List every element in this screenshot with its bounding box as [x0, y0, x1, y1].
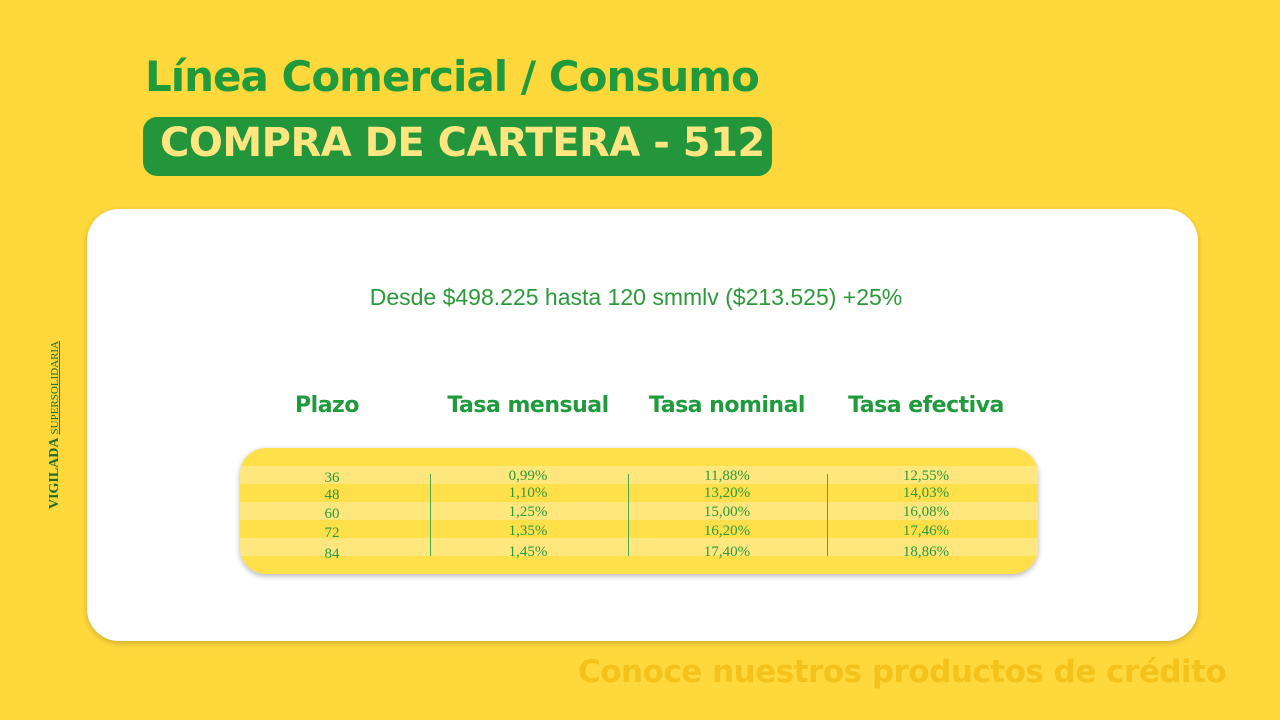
table-cell: 48 — [324, 487, 340, 503]
table-cell: 0,99% — [508, 468, 548, 484]
column-separator — [430, 474, 431, 556]
table-cell: 1,45% — [508, 544, 548, 560]
card — [87, 209, 1198, 641]
table-cell: 16,08% — [902, 504, 950, 520]
table-cell: 60 — [324, 506, 340, 522]
column-header: Tasa nominal — [649, 393, 805, 418]
subtitle-box — [143, 117, 772, 176]
supervision-label: VIGILADA SUPERSOLIDARIA — [47, 341, 63, 509]
title: Línea Comercial / Consumo — [145, 52, 760, 101]
table-cell: 18,86% — [902, 544, 950, 560]
table-cell: 13,20% — [703, 485, 751, 501]
column-header: Tasa mensual — [447, 393, 609, 418]
column-separator — [628, 474, 629, 556]
table-cell: 16,20% — [703, 523, 751, 539]
rates-table — [240, 448, 1038, 574]
table-cell: 84 — [324, 546, 340, 562]
vigilada: VIGILADA — [47, 437, 62, 510]
table-cell: 15,00% — [703, 504, 751, 520]
table-cell: 1,10% — [508, 485, 548, 501]
table-cell: 14,03% — [902, 485, 950, 501]
subtitle: COMPRA DE CARTERA - 512 — [160, 120, 765, 166]
column-separator — [827, 474, 828, 556]
entity: SUPERSOLIDARIA — [49, 340, 61, 435]
table-cell: 72 — [324, 525, 340, 541]
column-header: Plazo — [295, 393, 359, 418]
range-text: Desde $498.225 hasta 120 smmlv ($213.525… — [369, 284, 903, 310]
table-cell: 36 — [324, 470, 340, 486]
table-cell: 17,46% — [902, 523, 950, 539]
table-cell: 17,40% — [703, 544, 751, 560]
table-cell: 11,88% — [704, 468, 750, 484]
footer: Conoce nuestros productos de crédito — [578, 654, 1227, 690]
table-cell: 1,25% — [508, 504, 548, 520]
column-header: Tasa efectiva — [848, 393, 1004, 418]
table-cell: 1,35% — [508, 523, 548, 539]
table-cell: 12,55% — [902, 468, 950, 484]
